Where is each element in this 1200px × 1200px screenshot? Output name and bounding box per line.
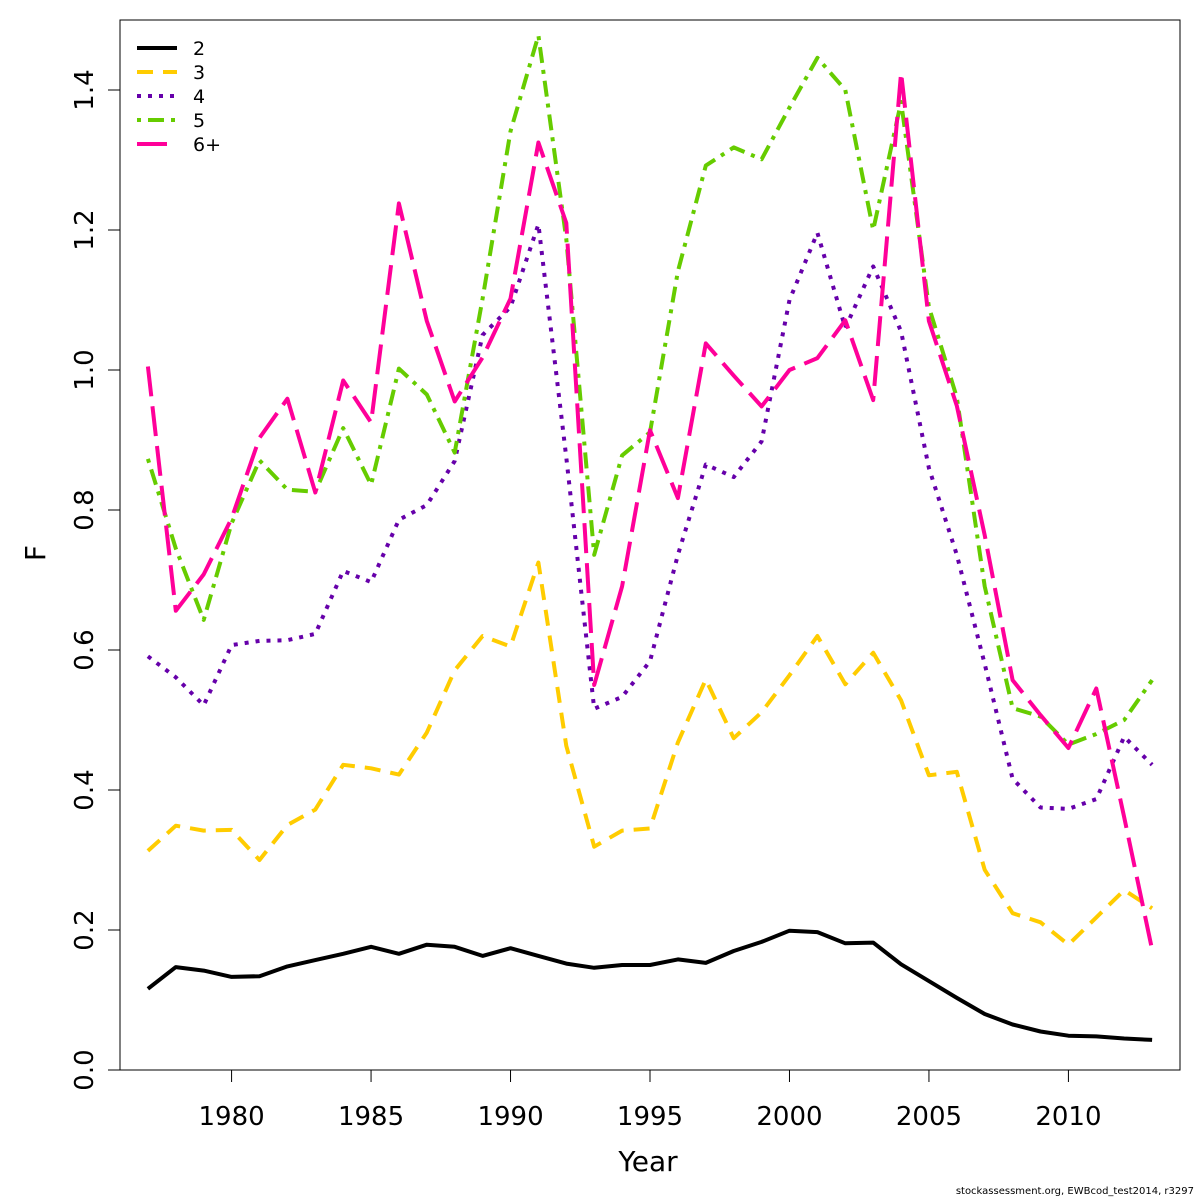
legend-label: 3 xyxy=(193,62,205,84)
series-line-4 xyxy=(145,70,1155,951)
y-tick-label: 0.6 xyxy=(70,629,100,670)
series-line-3 xyxy=(145,33,1154,747)
series-line-2 xyxy=(146,222,1154,811)
series-layer xyxy=(145,33,1155,1042)
x-axis: 1980 1985 1990 1995 2000 2005 2010 xyxy=(198,1069,1102,1132)
y-tick-label: 1.2 xyxy=(70,209,100,250)
series-line-1 xyxy=(146,560,1154,947)
x-tick-label: 1980 xyxy=(198,1102,264,1132)
x-tick-label: 1995 xyxy=(617,1102,683,1132)
x-tick-label: 1985 xyxy=(338,1102,404,1132)
credit-text: stockassessment.org, EWBcod_test2014, r3… xyxy=(955,1186,1194,1197)
plot-frame xyxy=(119,19,1181,1071)
series-line-0 xyxy=(146,928,1153,1042)
x-tick-label: 2000 xyxy=(756,1102,822,1132)
x-tick-label: 2010 xyxy=(1035,1102,1101,1132)
y-tick-label: 0.8 xyxy=(70,489,100,530)
y-tick-label: 0.4 xyxy=(70,769,100,810)
legend-label: 4 xyxy=(193,86,205,108)
legend-label: 6+ xyxy=(193,134,221,156)
y-axis-label: F xyxy=(19,545,52,561)
x-axis-label: Year xyxy=(617,1145,678,1178)
y-tick-label: 0.2 xyxy=(70,909,100,950)
x-tick-label: 1990 xyxy=(477,1102,543,1132)
y-axis: 0.0 0.2 0.4 0.6 0.8 1.0 1.2 1.4 xyxy=(70,69,121,1091)
y-tick-label: 0.0 xyxy=(70,1049,100,1090)
y-tick-label: 1.0 xyxy=(70,349,100,390)
legend-label: 2 xyxy=(193,38,205,60)
y-tick-label: 1.4 xyxy=(70,69,100,110)
legend-label: 5 xyxy=(193,110,205,132)
x-tick-label: 2005 xyxy=(896,1102,962,1132)
